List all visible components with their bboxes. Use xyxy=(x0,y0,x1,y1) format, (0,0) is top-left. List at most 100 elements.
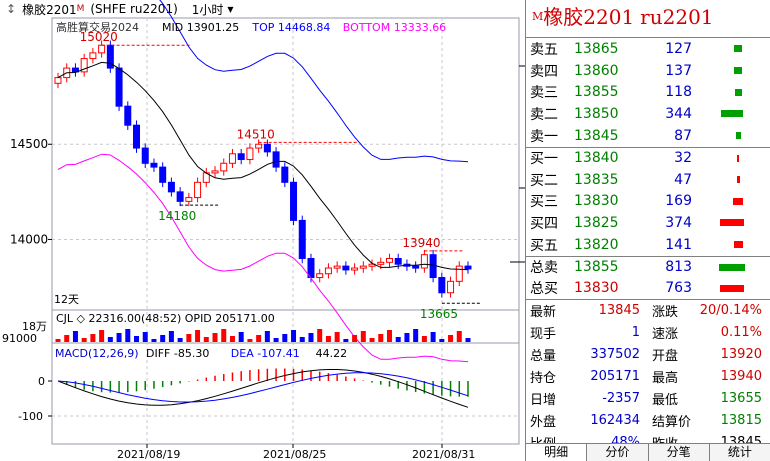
main-legend-item: TOP 14468.84 xyxy=(251,21,330,34)
volume-bar xyxy=(72,331,78,342)
stat-cell: 现手 1 xyxy=(526,322,648,344)
orderbook-price: 13850 xyxy=(574,106,619,123)
quote-title-code: ru2201 xyxy=(640,5,714,29)
orderbook-volume: 127 xyxy=(665,40,692,57)
orderbook-buy-row[interactable]: 买四 13825 374 xyxy=(526,212,770,234)
stat-label: 涨跌 xyxy=(652,305,679,321)
candle-body xyxy=(447,280,455,294)
volume-bar xyxy=(395,337,401,342)
quote-tab[interactable]: 分笔 xyxy=(649,444,710,461)
volume-bar xyxy=(247,339,253,342)
volume-bar xyxy=(177,338,183,342)
orderbook-buy-row[interactable]: 买五 13820 141 xyxy=(526,234,770,256)
stat-value: 13655 xyxy=(720,391,762,407)
quote-panel: M橡胶2201 ru2201 卖五 13865 127 卖四 13860 137 卖三 1385… xyxy=(525,0,770,461)
orderbook-price: 13855 xyxy=(574,84,619,101)
candle-body xyxy=(290,181,298,221)
macd-legend-item: 44.22 xyxy=(316,347,348,360)
orderbook-sell-row[interactable]: 卖四 13860 137 xyxy=(526,60,770,82)
candle-body xyxy=(150,162,158,168)
candle-body xyxy=(71,67,79,73)
chevron-down-icon[interactable]: ▼ xyxy=(227,4,234,14)
chart-area[interactable]: ↕ 橡胶2201 M (SHFE ru2201) 1小时 ▼ 14500 1400… xyxy=(0,0,525,461)
orderbook-volume-bar xyxy=(737,154,739,162)
macd-name-label: MACD(12,26,9) xyxy=(55,347,139,360)
orderbook-label: 卖五 xyxy=(530,41,558,58)
candle-body xyxy=(54,77,62,84)
orderbook-price: 13835 xyxy=(574,171,619,188)
candle-body xyxy=(429,254,437,279)
orderbook-total-row[interactable]: 总买 13830 763 xyxy=(526,278,770,300)
orderbook-label: 总买 xyxy=(530,281,558,298)
orderbook-volume: 344 xyxy=(665,106,692,123)
candle-body xyxy=(185,197,193,202)
stat-cell: 开盘 13920 xyxy=(648,344,770,366)
orderbook-price: 13820 xyxy=(574,237,619,254)
instrument-name: 橡胶2201 xyxy=(22,2,77,17)
volume-bar xyxy=(229,336,235,342)
orderbook-sell-row[interactable]: 卖五 13865 127 xyxy=(526,38,770,60)
quote-tab[interactable]: 分价 xyxy=(587,444,649,461)
candle-body xyxy=(455,265,463,282)
stat-label: 外盘 xyxy=(530,415,557,431)
stat-cell: 最高 13940 xyxy=(648,366,770,388)
orderbook-price: 13830 xyxy=(574,280,619,297)
orderbook-volume: 32 xyxy=(674,150,692,167)
volume-bar xyxy=(264,331,270,342)
stat-label: 日增 xyxy=(530,393,557,409)
macd-dea-line xyxy=(57,372,469,403)
candle-body xyxy=(167,181,175,193)
candle-body xyxy=(438,277,446,294)
volume-y-tick: 91000 xyxy=(2,332,37,345)
volume-bar xyxy=(186,334,192,342)
volume-bar xyxy=(325,336,331,342)
kline-chart[interactable]: 14500 14000 15020 14510 14180 13940 13665 12天 高胜… xyxy=(0,0,525,461)
orderbook-volume-bar xyxy=(734,66,742,74)
orderbook-buy-row[interactable]: 买一 13840 32 xyxy=(526,146,770,169)
orderbook-label: 卖三 xyxy=(530,85,558,102)
orderbook-volume: 137 xyxy=(665,62,692,79)
macd-y-tick: 0 xyxy=(38,375,45,388)
orderbook-label: 买五 xyxy=(530,238,558,255)
orderbook-buy-row[interactable]: 买二 13835 47 xyxy=(526,169,770,191)
orderbook-label: 卖二 xyxy=(530,107,558,124)
hl-annotation-label: 14510 xyxy=(237,127,275,141)
chart-toolbar: ↕ 橡胶2201 M (SHFE ru2201) 1小时 ▼ xyxy=(0,0,525,18)
period-dropdown[interactable]: 1小时 xyxy=(191,2,224,17)
quote-stats: 最新 13845 涨跌 20/0.14% 现手 1 速涨 0.11% 总量 337502 开盘 139… xyxy=(526,300,770,454)
volume-bar xyxy=(369,338,375,342)
candle-body xyxy=(394,257,402,265)
orderbook-label: 买三 xyxy=(530,194,558,211)
candle-body xyxy=(377,261,385,265)
orderbook-volume-bar xyxy=(735,132,741,140)
hl-annotation-label: 13665 xyxy=(420,307,458,321)
orderbook-volume: 47 xyxy=(674,171,692,188)
quote-title-cn: 橡胶2201 xyxy=(543,5,635,29)
candle-body xyxy=(106,44,114,69)
volume-bar xyxy=(291,330,297,342)
stat-value: 13920 xyxy=(720,347,762,363)
x-tick-label: 2021/08/25 xyxy=(263,448,326,461)
stat-label: 持仓 xyxy=(530,371,557,387)
orderbook-buy-row[interactable]: 买三 13830 169 xyxy=(526,191,770,213)
stat-cell: 最低 13655 xyxy=(648,388,770,410)
candle-body xyxy=(98,44,106,54)
stat-cell: 结算价 13815 xyxy=(648,410,770,432)
stat-cell: 持仓 205171 xyxy=(526,366,648,388)
stat-cell: 外盘 162434 xyxy=(526,410,648,432)
orderbook-sell-row[interactable]: 卖三 13855 118 xyxy=(526,82,770,104)
stat-value: 162434 xyxy=(590,413,640,429)
quote-tab[interactable]: 明细 xyxy=(526,444,588,461)
volume-bar xyxy=(168,331,174,342)
orderbook-total-row[interactable]: 总卖 13855 813 xyxy=(526,255,770,278)
orderbook-sell-row[interactable]: 卖一 13845 87 xyxy=(526,125,770,147)
orderbook-price: 13840 xyxy=(574,150,619,167)
orderbook-sell-row[interactable]: 卖二 13850 344 xyxy=(526,103,770,125)
period-count-label: 12天 xyxy=(54,293,79,306)
volume-bar xyxy=(142,332,148,342)
orderbook-volume-bar xyxy=(733,241,743,249)
quote-tab[interactable]: 统计 xyxy=(710,444,770,461)
y-tick-label: 14000 xyxy=(10,232,48,246)
nav-arrows-icon[interactable]: ↕ xyxy=(6,2,17,16)
quote-title: M橡胶2201 ru2201 xyxy=(526,0,770,38)
